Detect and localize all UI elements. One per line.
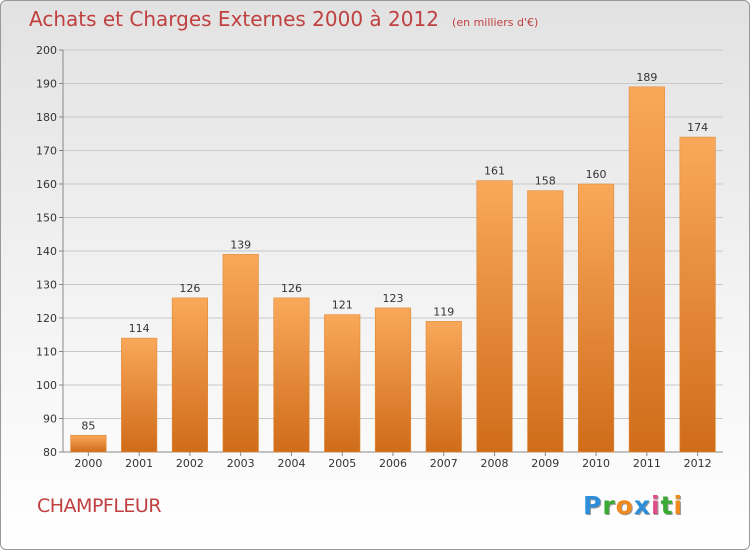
x-tick-label-2000: 2000 [74, 457, 102, 470]
data-label-2008: 161 [484, 165, 505, 178]
y-tick-label: 100 [36, 379, 57, 392]
y-tick-label: 180 [36, 111, 57, 124]
chart-unit-label: (en milliers d'€) [452, 16, 539, 29]
data-label-2011: 189 [636, 71, 657, 84]
y-tick-label: 80 [43, 446, 57, 459]
location-name: CHAMPFLEUR [37, 495, 162, 517]
data-label-2005: 121 [332, 299, 353, 312]
bar-2002 [171, 297, 208, 453]
bar-2011 [628, 86, 665, 453]
x-tick-label-2004: 2004 [277, 457, 305, 470]
data-label-2001: 114 [129, 322, 150, 335]
y-tick-label: 130 [36, 279, 57, 292]
bar-2009 [527, 190, 564, 453]
logo-letter: x [633, 491, 651, 520]
x-tick-label-2006: 2006 [379, 457, 407, 470]
y-tick-label: 190 [36, 78, 57, 91]
logo-letter: t [660, 491, 674, 520]
x-tick-label-2010: 2010 [582, 457, 610, 470]
y-tick-label: 110 [36, 346, 57, 359]
logo-letter: i [673, 491, 684, 520]
logo-letter: r [602, 491, 616, 520]
data-label-2002: 126 [179, 282, 200, 295]
y-tick-label: 160 [36, 178, 57, 191]
bar-2003 [222, 254, 259, 453]
x-tick-label-2007: 2007 [430, 457, 458, 470]
proxiti-logo: Proxiti [583, 491, 683, 520]
y-tick-label: 140 [36, 245, 57, 258]
y-tick-label: 200 [36, 44, 57, 57]
x-tick-label-2011: 2011 [633, 457, 661, 470]
y-tick-label: 150 [36, 212, 57, 225]
data-label-2003: 139 [230, 238, 251, 251]
bar-2008 [476, 180, 513, 453]
y-tick-label: 170 [36, 145, 57, 158]
bar-2010 [578, 183, 615, 453]
x-tick-label-2008: 2008 [481, 457, 509, 470]
bar-2000 [70, 434, 107, 453]
data-label-2009: 158 [535, 175, 556, 188]
x-tick-label-2003: 2003 [227, 457, 255, 470]
y-tick-label: 90 [43, 413, 57, 426]
logo-letter: P [583, 491, 603, 520]
x-tick-label-2002: 2002 [176, 457, 204, 470]
bar-2004 [273, 297, 310, 453]
data-label-2006: 123 [383, 292, 404, 305]
chart-title: Achats et Charges Externes 2000 à 2012 [29, 7, 439, 31]
y-tick-label: 120 [36, 312, 57, 325]
x-tick-label-2009: 2009 [531, 457, 559, 470]
data-label-2000: 85 [81, 419, 95, 432]
bar-2012 [679, 136, 716, 453]
logo-letter: o [615, 491, 634, 520]
bar-2005 [324, 314, 361, 453]
logo-letter: i [651, 491, 661, 520]
bars-layer [70, 86, 716, 453]
data-label-2012: 174 [687, 121, 708, 134]
data-label-2007: 119 [433, 305, 454, 318]
bar-2001 [121, 337, 158, 453]
bar-2006 [374, 307, 412, 453]
x-tick-label-2005: 2005 [328, 457, 356, 470]
data-label-2010: 160 [586, 168, 607, 181]
labels-layer: 80 90 100 110 120 130 140 150 160 170 180 190 200 85 2… [36, 44, 712, 470]
data-label-2004: 126 [281, 282, 302, 295]
title-row: Achats et Charges Externes 2000 à 2012 (… [29, 7, 538, 31]
bar-2007 [425, 321, 462, 453]
x-tick-label-2001: 2001 [125, 457, 153, 470]
x-tick-label-2012: 2012 [684, 457, 712, 470]
